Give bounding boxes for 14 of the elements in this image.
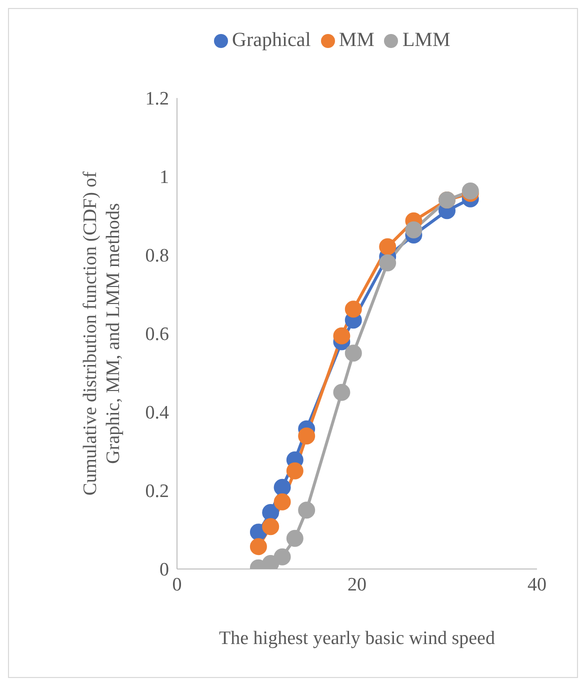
- y-tick-label: 1.2: [145, 88, 169, 110]
- y-axis-title: Cumulative distribution function (CDF) of Graphic, MM, and LMM methods: [80, 170, 124, 496]
- x-tick-label: 20: [348, 574, 366, 596]
- y-tick-label: 0.4: [145, 402, 170, 424]
- x-tick-label: 40: [528, 574, 546, 596]
- y-tick-label: 0.6: [145, 324, 169, 346]
- x-axis-title: The highest yearly basic wind speed: [219, 628, 496, 649]
- legend-label: MM: [338, 29, 374, 51]
- y-tick-label: 0: [160, 560, 169, 581]
- y-tick-label: 0.8: [145, 246, 169, 267]
- y-tick-label: 1: [160, 167, 169, 188]
- y-tick-label: 0.2: [145, 481, 169, 502]
- legend-label: Graphical: [232, 29, 311, 51]
- legend-label: LMM: [402, 29, 450, 51]
